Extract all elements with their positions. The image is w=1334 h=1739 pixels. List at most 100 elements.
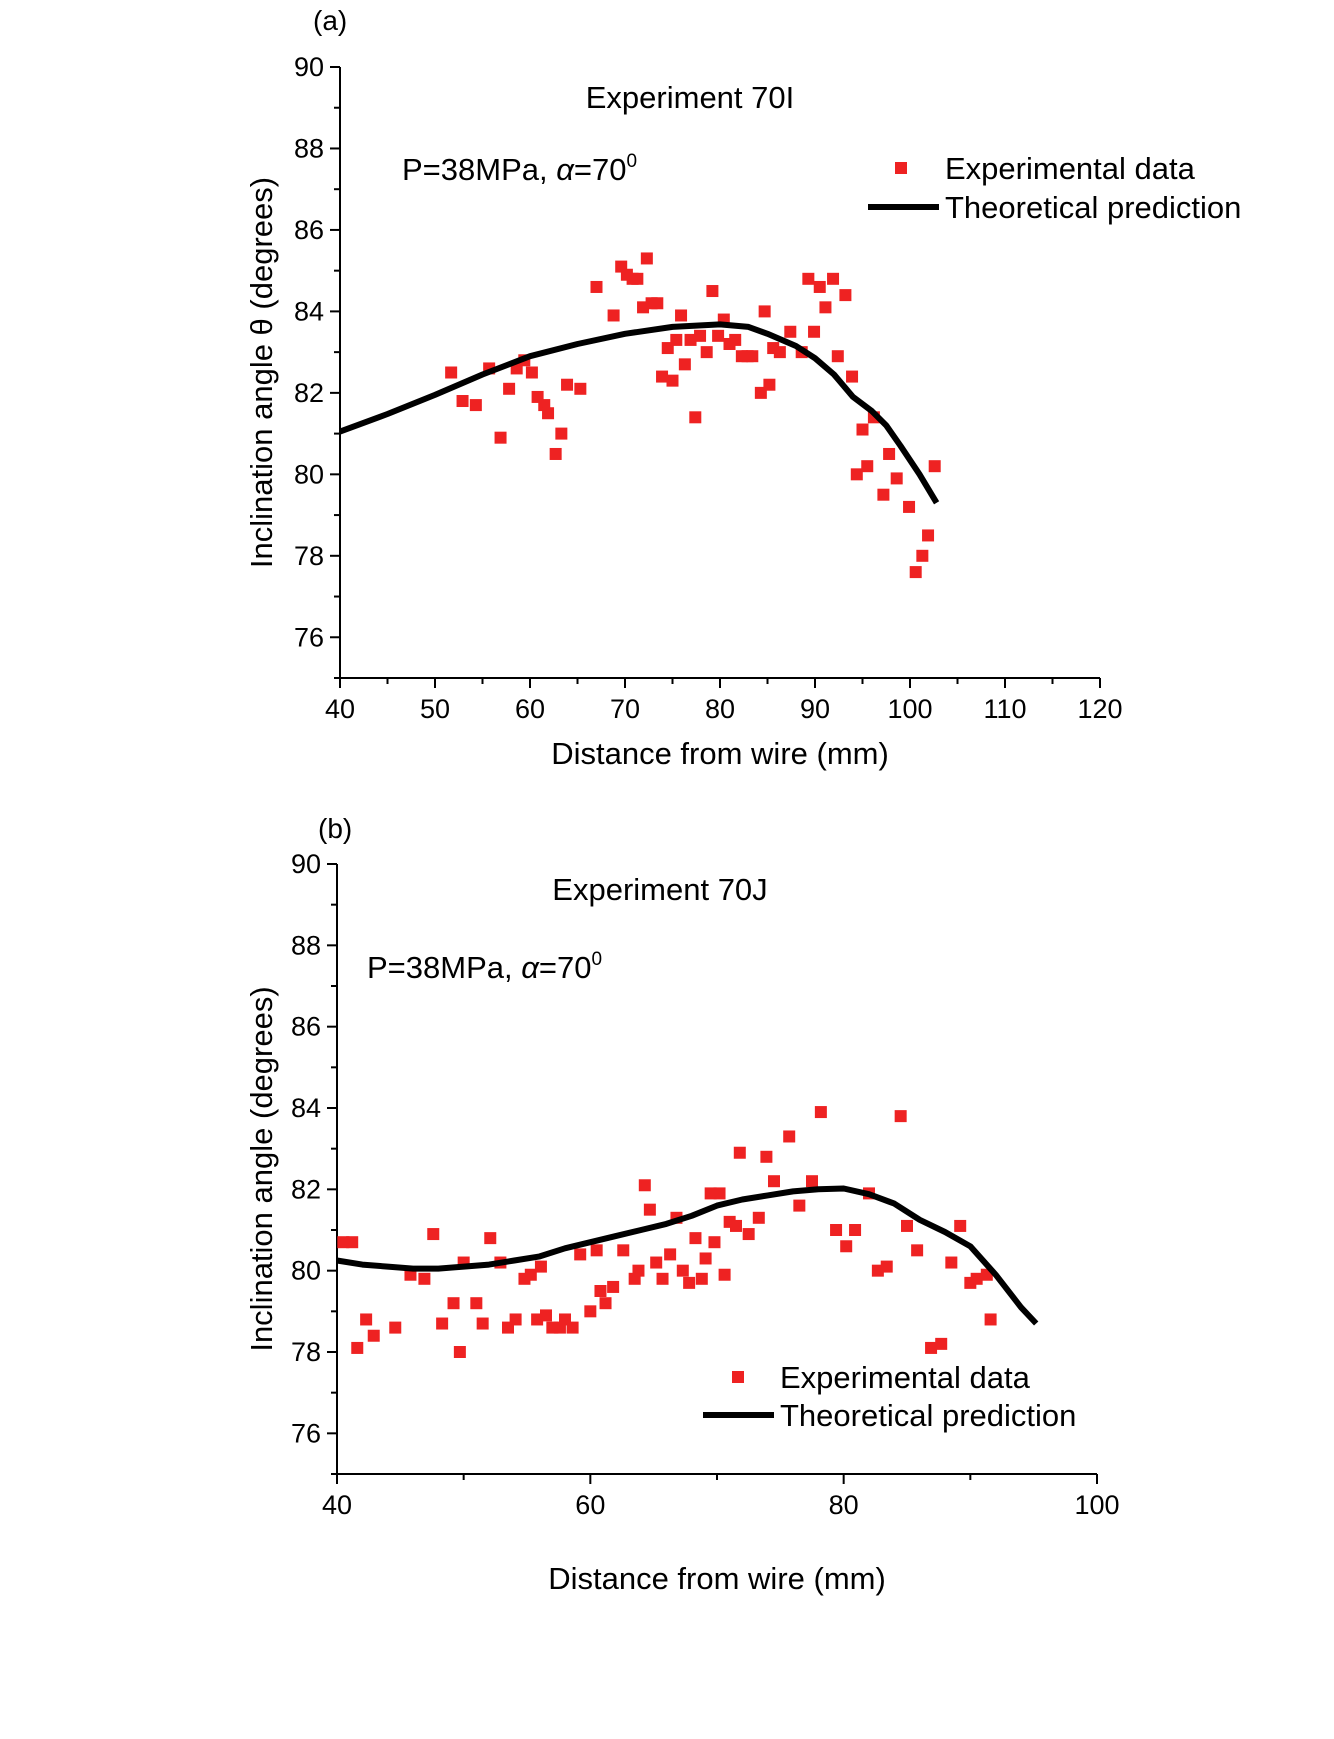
experimental-data-point [768,1175,780,1188]
y-tick-label: 80 [291,1256,321,1286]
experimental-data-point [763,378,776,391]
experimental-data-point [945,1256,958,1269]
experimental-data-point [584,1305,597,1318]
experimental-data-point [427,1228,440,1241]
experimental-data-point [984,1313,997,1326]
experimental-data-point [856,423,869,436]
experimental-data-point [389,1321,402,1334]
experimental-data-point [476,1317,489,1330]
experimental-data-point [549,447,562,460]
experimental-data-point [599,1297,612,1310]
experimental-data-point [861,460,874,473]
y-tick-label: 82 [294,378,324,408]
experimental-data-point [656,1272,669,1285]
parameters-annotation: P=38MPa, α=700 [367,949,602,985]
experimental-data-point [901,1219,913,1232]
experimental-data-point [839,289,852,302]
parameters-superscript: 0 [592,949,603,970]
experimental-data-point [617,1244,630,1257]
panel-label: (a) [313,5,347,36]
experimental-data-point [594,1285,607,1297]
y-tick-label: 86 [291,1012,321,1042]
experimental-data-point [840,1240,853,1253]
experimental-data-point [793,1199,806,1212]
experimental-data-point [503,382,516,395]
experimental-data-point [484,1232,497,1245]
experimental-data-point [542,407,555,420]
experimental-data-point [525,366,538,379]
experiment-annotation: Experiment 70I [586,80,795,115]
legend-marker-experimental [895,162,907,174]
experimental-data-point [418,1272,431,1285]
y-tick-label: 86 [294,215,324,245]
legend-marker-experimental [732,1371,744,1383]
experimental-data-point [922,529,935,542]
experimental-data-point [351,1341,364,1354]
experimental-data-point [689,1232,702,1245]
experimental-data-point [695,1272,708,1285]
experimental-data-point [909,566,922,579]
experimental-data-point [802,272,815,285]
experimental-data-point [534,1260,547,1273]
parameters-pressure: P=38MPa, [367,950,521,985]
y-axis-title-text: Inclination angle [244,335,279,568]
experiment-annotation: Experiment 70J [552,872,767,907]
experimental-data-point [453,1346,466,1358]
y-axis-title-symbol: θ [244,318,279,335]
experimental-data-point [678,358,691,371]
experimental-data-point [509,1313,522,1326]
experimental-data-point [883,447,896,460]
x-tick-label: 40 [325,694,355,724]
legend-label-experimental: Experimental data [780,1360,1031,1395]
parameters-angle: =70 [539,950,592,985]
experimental-data-point [684,333,697,346]
x-tick-label: 110 [983,694,1026,724]
experimental-data-point [631,272,644,285]
x-tick-label: 70 [610,694,640,724]
experimental-data-point [783,1130,796,1143]
experimental-data-point [916,549,929,562]
experimental-data-point [676,1264,689,1277]
theoretical-prediction-line [336,1185,1039,1326]
experimental-data-point [664,1248,677,1261]
experimental-data-point [651,297,664,310]
parameters-pressure: P=38MPa, [402,152,556,187]
experimental-data-point [666,374,679,387]
experimental-data-point [746,350,759,363]
experimental-data-point [733,1146,746,1159]
experimental-data-point [524,1268,537,1281]
experimental-data-point [758,305,771,318]
y-tick-label: 80 [294,459,324,489]
experimental-data-point [675,309,688,322]
experimental-data-point [456,395,469,408]
experimental-data-point [954,1219,967,1232]
experimental-data-point [819,301,832,314]
x-tick-label: 100 [1074,1490,1119,1520]
parameters-alpha: α [556,152,575,187]
experimental-data-point [540,1309,552,1322]
experimental-data-point [729,333,742,346]
chart-panel-a: 76 78 80 82 84 86 88 90 40 50 60 70 80 90 100 110 120 Dis… [244,5,1241,771]
y-tick-label: 78 [291,1337,321,1367]
experimental-data-point [447,1297,460,1310]
experimental-data-point [846,370,859,383]
legend: Experimental data Theoretical prediction [868,151,1241,225]
legend-label-experimental: Experimental data [945,151,1196,186]
x-tick-label: 40 [322,1490,352,1520]
experimental-data-point [670,333,683,346]
experimental-data-point [730,1219,742,1232]
experimental-data-point [849,1224,862,1236]
experimental-data-point [890,472,903,485]
experimental-data-point [470,1297,483,1310]
experimental-data-point [346,1236,359,1249]
x-tick-label: 60 [575,1490,605,1520]
experimental-data-point [877,488,890,501]
experimental-data-point [814,1106,827,1119]
legend-label-theoretical: Theoretical prediction [945,190,1241,225]
x-axis-title: Distance from wire (mm) [548,1561,886,1596]
experimental-data-point [469,399,482,412]
y-axis-title: Inclination angle (degrees) [244,986,279,1351]
experimental-data-point [656,370,669,383]
experimental-data-point [404,1268,417,1281]
